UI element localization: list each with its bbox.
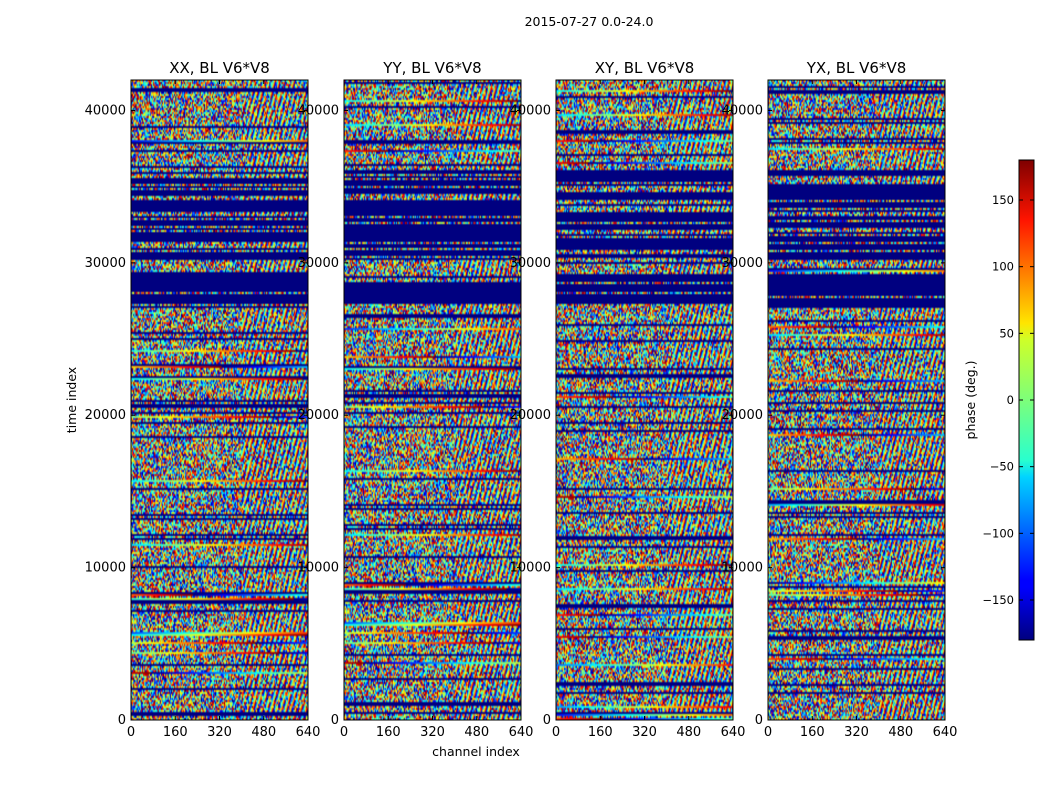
y-tick-label: 40000: [298, 103, 339, 118]
panels-group: XX, BL V6*V8 0 160 320 480 640 0 10000 20000 3000…: [85, 59, 958, 740]
x-tick-label: 480: [888, 725, 913, 740]
y-tick-label: 10000: [298, 561, 339, 576]
x-tick-label: 160: [800, 725, 825, 740]
y-tick-label: 20000: [85, 408, 126, 423]
y-tick-label: 10000: [510, 561, 551, 576]
panel-2: XY, BL V6*V8 0 160 320 480 640 0 10000 20000 3000…: [510, 59, 746, 740]
y-tick-label: 0: [118, 713, 126, 728]
y-tick-label: 30000: [85, 256, 126, 271]
y-tick-label: 40000: [85, 103, 126, 118]
colorbar-tick-label: 0: [1007, 393, 1014, 407]
y-tick-label: 10000: [85, 561, 126, 576]
colorbar-tick-label: 100: [992, 260, 1014, 274]
x-tick-label: 0: [764, 725, 772, 740]
y-tick-label: 20000: [722, 408, 763, 423]
heatmap-image-0: [131, 80, 308, 720]
colorbar-label: phase (deg.): [963, 361, 978, 440]
figure-title: 2015-07-27 0.0-24.0: [525, 14, 654, 29]
x-tick-label: 160: [588, 725, 613, 740]
y-tick-label: 30000: [722, 256, 763, 271]
colorbar-tick-label: 150: [992, 193, 1014, 207]
x-tick-label: 640: [933, 725, 958, 740]
panel-3: YX, BL V6*V8 0 160 320 480 640 0 10000 20000 3000…: [722, 59, 958, 740]
y-tick-label: 0: [331, 713, 339, 728]
panel-title-0: XX, BL V6*V8: [169, 59, 270, 77]
colorbar-tick-label: −100: [982, 526, 1014, 540]
y-tick-label: 20000: [298, 408, 339, 423]
panel-0: XX, BL V6*V8 0 160 320 480 640 0 10000 20000 3000…: [85, 59, 321, 740]
x-tick-label: 480: [464, 725, 489, 740]
x-tick-label: 320: [844, 725, 869, 740]
panel-title-2: XY, BL V6*V8: [595, 59, 695, 77]
colorbar-tick-label: −50: [990, 460, 1014, 474]
y-tick-label: 0: [543, 713, 551, 728]
y-tick-label: 40000: [510, 103, 551, 118]
x-tick-label: 0: [552, 725, 560, 740]
x-tick-label: 640: [296, 725, 321, 740]
x-axis-label: channel index: [432, 744, 520, 759]
y-axis-label: time index: [64, 367, 79, 433]
x-tick-label: 320: [632, 725, 657, 740]
colorbar: 150 100 50 0 −50 −100 −150 phase (deg.): [963, 159, 1035, 641]
colorbar-ticks: 150 100 50 0 −50 −100 −150: [982, 193, 1034, 607]
y-tick-label: 0: [755, 713, 763, 728]
x-tick-label: 640: [509, 725, 534, 740]
heatmap-image-1: [344, 80, 521, 720]
y-tick-label: 30000: [298, 256, 339, 271]
y-tick-label: 40000: [722, 103, 763, 118]
colorbar-tick-label: −150: [982, 593, 1014, 607]
x-tick-label: 320: [207, 725, 232, 740]
colorbar-tick-label: 50: [999, 326, 1014, 340]
y-tick-label: 30000: [510, 256, 551, 271]
y-tick-label: 10000: [722, 561, 763, 576]
x-tick-label: 0: [340, 725, 348, 740]
y-tick-label: 20000: [510, 408, 551, 423]
x-tick-label: 0: [127, 725, 135, 740]
x-tick-label: 160: [163, 725, 188, 740]
panel-1: YY, BL V6*V8 0 160 320 480 640 0 10000 20000 3000…: [298, 59, 534, 740]
heatmap-image-2: [556, 80, 733, 720]
x-tick-label: 320: [420, 725, 445, 740]
x-tick-label: 160: [376, 725, 401, 740]
x-tick-label: 480: [251, 725, 276, 740]
x-tick-label: 640: [721, 725, 746, 740]
panel-title-3: YX, BL V6*V8: [806, 59, 907, 77]
heatmap-image-3: [768, 80, 945, 720]
panel-title-1: YY, BL V6*V8: [382, 59, 481, 77]
x-tick-label: 480: [676, 725, 701, 740]
